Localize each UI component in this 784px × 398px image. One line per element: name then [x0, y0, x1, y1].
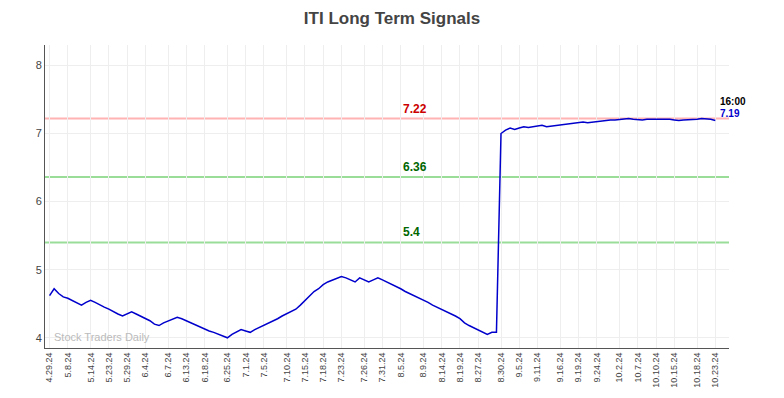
- svg-text:6.25.24: 6.25.24: [222, 353, 232, 383]
- svg-text:16:00: 16:00: [720, 96, 746, 107]
- svg-text:10.10.24: 10.10.24: [651, 353, 661, 388]
- svg-text:7.19: 7.19: [720, 108, 740, 119]
- svg-text:7.31.24: 7.31.24: [377, 353, 387, 383]
- svg-text:7.26.24: 7.26.24: [359, 353, 369, 383]
- svg-text:8.14.24: 8.14.24: [437, 353, 447, 383]
- svg-text:8.30.24: 8.30.24: [496, 353, 506, 383]
- svg-text:6.4.24: 6.4.24: [140, 353, 150, 378]
- svg-text:8.5.24: 8.5.24: [396, 353, 406, 378]
- svg-text:6.18.24: 6.18.24: [200, 353, 210, 383]
- svg-text:9.5.24: 9.5.24: [514, 353, 524, 378]
- svg-text:5.8.24: 5.8.24: [63, 353, 73, 378]
- svg-text:8: 8: [36, 59, 42, 71]
- svg-text:10.18.24: 10.18.24: [692, 353, 702, 388]
- svg-text:10.7.24: 10.7.24: [633, 353, 643, 383]
- svg-text:ITI Long Term Signals: ITI Long Term Signals: [304, 9, 480, 28]
- svg-text:5.23.24: 5.23.24: [104, 353, 114, 383]
- svg-text:7.23.24: 7.23.24: [336, 353, 346, 383]
- svg-text:4: 4: [36, 332, 42, 344]
- svg-text:8.27.24: 8.27.24: [473, 353, 483, 383]
- svg-text:4.29.24: 4.29.24: [44, 353, 54, 383]
- svg-text:7.18.24: 7.18.24: [318, 353, 328, 383]
- svg-text:5.29.24: 5.29.24: [122, 353, 132, 383]
- svg-text:9.16.24: 9.16.24: [555, 353, 565, 383]
- svg-text:8.9.24: 8.9.24: [418, 353, 428, 378]
- svg-text:9.24.24: 9.24.24: [592, 353, 602, 383]
- svg-text:10.2.24: 10.2.24: [614, 353, 624, 383]
- svg-text:8.19.24: 8.19.24: [455, 353, 465, 383]
- svg-text:7.10.24: 7.10.24: [282, 353, 292, 383]
- svg-text:7.5.24: 7.5.24: [259, 353, 269, 378]
- svg-text:7.1.24: 7.1.24: [241, 353, 251, 378]
- svg-text:Stock Traders Daily: Stock Traders Daily: [54, 331, 150, 343]
- svg-text:9.19.24: 9.19.24: [573, 353, 583, 383]
- svg-text:6.7.24: 6.7.24: [163, 353, 173, 378]
- svg-text:6.13.24: 6.13.24: [181, 353, 191, 383]
- svg-text:10.23.24: 10.23.24: [710, 353, 720, 388]
- svg-text:10.15.24: 10.15.24: [669, 353, 679, 388]
- svg-text:7.15.24: 7.15.24: [300, 353, 310, 383]
- svg-text:9.11.24: 9.11.24: [532, 353, 542, 382]
- svg-text:6: 6: [36, 195, 42, 207]
- svg-text:5.14.24: 5.14.24: [86, 353, 96, 383]
- svg-text:6.36: 6.36: [403, 160, 427, 174]
- svg-text:5.4: 5.4: [403, 225, 420, 239]
- svg-text:5: 5: [36, 264, 42, 276]
- svg-text:7: 7: [36, 127, 42, 139]
- svg-text:7.22: 7.22: [403, 102, 427, 116]
